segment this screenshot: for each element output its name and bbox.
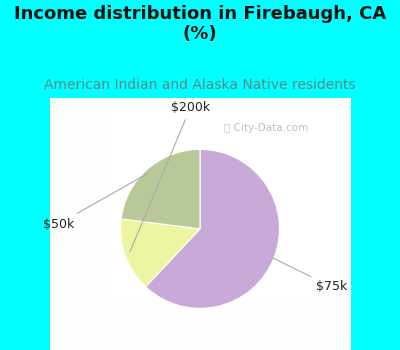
Wedge shape <box>121 149 200 229</box>
Text: ⓘ City-Data.com: ⓘ City-Data.com <box>224 123 308 133</box>
Text: $50k: $50k <box>43 174 148 231</box>
Text: $200k: $200k <box>130 102 210 252</box>
Text: American Indian and Alaska Native residents: American Indian and Alaska Native reside… <box>44 78 356 92</box>
Wedge shape <box>120 219 200 287</box>
Text: Income distribution in Firebaugh, CA
(%): Income distribution in Firebaugh, CA (%) <box>14 5 386 43</box>
Text: $75k: $75k <box>273 258 348 294</box>
Wedge shape <box>146 149 280 308</box>
